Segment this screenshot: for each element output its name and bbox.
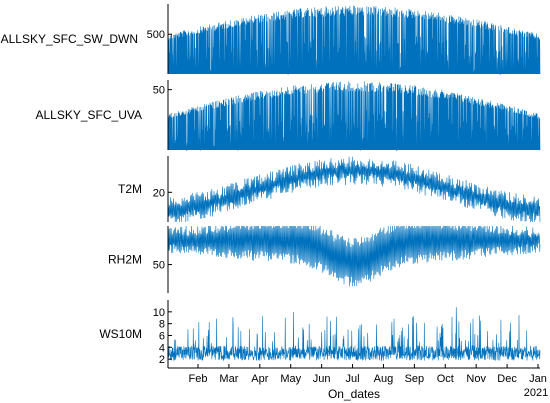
x-year-label: 2021 — [524, 387, 548, 399]
x-tick-label: May — [280, 373, 301, 385]
x-axis: Feb Mar Apr May Jun Jul Aug Sep Oct Nov Dec Jan 2021… — [168, 364, 548, 401]
series-line-rh2m — [167, 225, 541, 287]
series-line-allsky-sfc-uva — [167, 81, 541, 152]
x-tick-label: Oct — [437, 373, 454, 385]
y-tick-label: 20 — [153, 187, 165, 199]
x-tick-label: Sep — [405, 373, 425, 385]
series-line-t2m — [167, 156, 541, 223]
panel-y-label: T2M — [118, 182, 142, 196]
y-tick-label: 2 — [159, 354, 165, 366]
series-line-allsky-sfc-sw-dwn — [167, 5, 541, 76]
x-axis-title: On_dates — [328, 387, 380, 401]
y-tick-label: 10 — [153, 307, 165, 319]
x-tick-label: Jun — [313, 373, 331, 385]
x-tick-label: Jul — [346, 373, 360, 385]
panel-t2m: 20 T2M — [118, 156, 541, 223]
x-tick-label: Mar — [219, 373, 238, 385]
y-tick-label: 4 — [159, 342, 165, 354]
x-tick-label: Nov — [466, 373, 486, 385]
panel-rh2m: 50 RH2M — [108, 225, 541, 293]
y-tick-label: 8 — [159, 319, 165, 331]
panel-allsky-sfc-uva: 50 ALLSKY_SFC_UVA — [36, 80, 541, 152]
panel-y-label: ALLSKY_SFC_UVA — [36, 108, 143, 122]
panels-layer: 500 ALLSKY_SFC_SW_DWN 50 ALLSKY_SFC_UVA 20 T2… — [1, 4, 541, 368]
panel-allsky-sfc-sw-dwn: 500 ALLSKY_SFC_SW_DWN — [1, 4, 541, 76]
x-tick-label: Jan — [529, 373, 547, 385]
x-tick-label: Dec — [497, 373, 517, 385]
y-tick-label: 50 — [153, 85, 165, 97]
panel-y-label: RH2M — [108, 253, 142, 267]
y-tick-label: 50 — [153, 260, 165, 272]
series-line-ws10m — [167, 307, 541, 362]
x-tick-label: Apr — [251, 373, 268, 385]
x-tick-label: Feb — [189, 373, 208, 385]
x-tick-label: Aug — [374, 373, 394, 385]
panel-y-label: ALLSKY_SFC_SW_DWN — [1, 32, 138, 46]
panel-y-label: WS10M — [99, 327, 142, 341]
y-tick-label: 500 — [147, 29, 165, 41]
y-tick-label: 6 — [159, 330, 165, 342]
